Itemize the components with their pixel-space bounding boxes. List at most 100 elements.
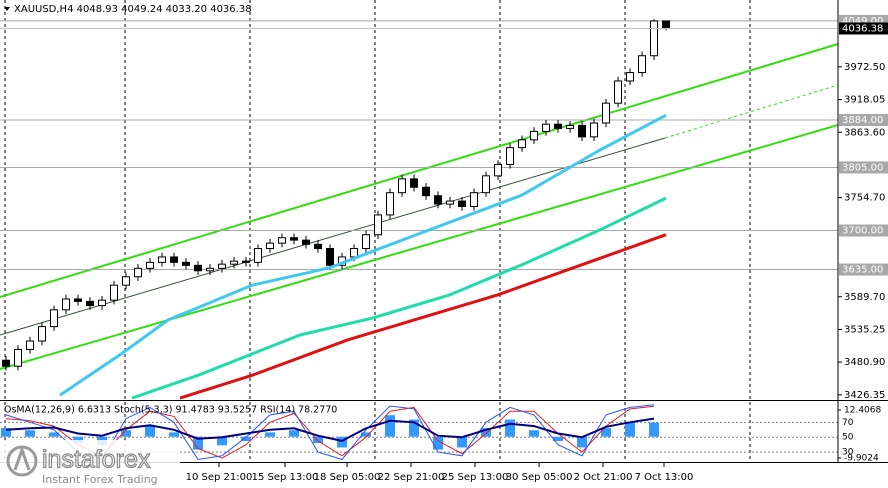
candle-body [74,298,83,302]
candle-body [110,284,119,301]
y-tick-label: 3863.60 [844,127,885,138]
level-label-bg [839,263,888,276]
candle-body [182,261,191,266]
candle-body [170,256,179,263]
candle-body [350,248,359,258]
y-tick-label: 3535.25 [844,324,885,335]
osma-bar [601,428,612,437]
osma-bar [481,428,492,437]
logo-icon-mark [13,445,31,471]
osma-bar [529,430,540,437]
level-label-bg [839,114,888,126]
candle-body [458,200,467,207]
candle-body [386,192,395,216]
candle-body [194,264,203,272]
x-tick-label: 10 Sep 21:00 [186,472,253,483]
osma-bar [577,436,588,448]
y-tick-label: 3918.05 [844,95,885,106]
osma-bar [457,436,468,448]
candle-body [590,122,599,138]
candle-body [626,72,635,82]
x-tick-label: 30 Sep 05:00 [506,472,573,483]
osma-bar [625,421,636,437]
candle-body [218,263,227,269]
y-tick-label: 3972.50 [844,62,885,73]
candle-body [230,260,239,265]
oscillator-panel [0,404,838,461]
trendline [0,124,838,370]
moving-average [131,196,667,400]
price-panel [0,19,838,400]
y2-tick-label: 12.4068 [844,406,881,416]
candle-body [134,267,143,278]
candle-body [482,175,491,194]
candle-body [278,237,287,244]
osma-bar [169,432,180,437]
x-tick-label: 2 Oct 21:00 [574,472,633,483]
candle-body [638,55,647,74]
candle-body [26,340,35,350]
candle-body [254,248,263,263]
candle-body [494,163,503,177]
candle-body [326,248,335,266]
candle-body [266,242,275,250]
watermark: instaforex Instant Forex Trading [0,440,180,488]
x-tick-label: 25 Sep 13:00 [442,472,509,483]
candle-body [206,267,215,272]
candle-body [86,300,95,307]
candle-body [290,237,299,241]
moving-average [59,113,667,397]
candle-body [362,234,371,250]
trendline [0,43,838,298]
level-label: 3700.00 [842,226,883,237]
chart-title: XAUUSD,H4 4048.93 4049.24 4033.20 4036.3… [14,4,252,15]
y-tick-label: 70 [842,418,854,428]
candle-body [602,102,611,124]
candle-body [2,359,11,367]
x-tick-label: 18 Sep 05:00 [314,472,381,483]
candle-body [530,130,539,141]
y2-tick-label: -9.9024 [844,454,879,464]
watermark-tagline: Instant Forex Trading [42,473,158,486]
menu-arrow[interactable] [4,7,10,11]
level-label: 3884.00 [842,115,883,126]
osma-bar [553,436,564,442]
candle-body [422,186,431,197]
osma-bar [337,436,348,448]
osma-bar [1,428,12,437]
osma-bar [289,430,300,437]
candle-body [50,309,59,328]
candle-body [614,80,623,104]
candle-body [398,178,407,194]
candle-body [518,139,527,149]
candle-body [14,348,23,367]
osma-bar [217,436,228,446]
candle-body [374,214,383,236]
osma-bar [313,436,324,444]
osma-bar [265,432,276,437]
osma-bar [145,425,156,437]
candle-body [542,123,551,132]
candle-body [470,192,479,207]
y-tick-label: 3480.90 [844,357,885,368]
osma-bar [49,432,60,437]
y-tick-label: 50 [842,433,854,443]
candle-body [242,260,251,263]
candle-body [566,124,575,129]
level-label-bg [839,224,888,237]
candle-body [410,178,419,188]
candle-body [122,276,131,286]
y-tick-label: 3754.70 [844,193,885,204]
candle-body [38,326,47,342]
oscillator-line [5,417,655,442]
osma-bar [409,419,420,437]
watermark-brand: instaforex [42,446,151,474]
candle-body [434,195,443,205]
candle-body [506,147,515,165]
current-price-bg [839,22,888,35]
osma-bar [193,436,204,450]
